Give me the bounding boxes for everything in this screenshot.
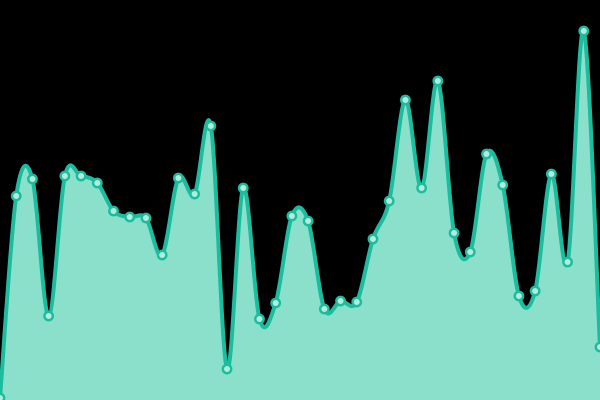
data-point-marker — [59, 170, 71, 182]
data-point-marker — [383, 195, 395, 207]
data-point-marker — [270, 297, 282, 309]
data-point-marker — [205, 120, 217, 132]
data-point-marker — [91, 177, 103, 189]
data-point-marker — [43, 310, 55, 322]
data-point-marker — [481, 148, 492, 160]
data-point-marker — [400, 94, 411, 106]
data-point-marker — [578, 25, 590, 37]
data-point-marker — [75, 170, 87, 182]
data-point-marker — [497, 179, 509, 191]
data-point-marker — [172, 172, 184, 184]
data-point-marker — [156, 249, 168, 261]
data-point-marker — [0, 392, 6, 400]
data-point-marker — [594, 341, 600, 353]
data-point-marker — [335, 295, 346, 307]
data-point-marker — [416, 182, 428, 194]
data-point-marker — [367, 233, 379, 245]
data-point-marker — [448, 227, 460, 239]
data-point-marker — [464, 246, 476, 258]
data-point-marker — [237, 182, 249, 194]
data-point-marker — [189, 188, 200, 200]
data-point-marker — [27, 173, 38, 185]
data-point-marker — [124, 211, 136, 223]
data-point-marker — [108, 205, 119, 217]
area-fill — [0, 30, 600, 400]
data-point-marker — [140, 212, 152, 224]
data-point-marker — [286, 210, 298, 222]
data-point-marker — [221, 363, 233, 375]
data-point-marker — [318, 303, 330, 315]
data-point-marker — [529, 285, 541, 297]
data-point-marker — [254, 313, 265, 325]
data-point-marker — [10, 190, 22, 202]
data-point-marker — [562, 256, 573, 268]
data-point-marker — [513, 290, 525, 302]
data-point-marker — [302, 215, 314, 227]
data-point-marker — [545, 168, 557, 180]
data-point-marker — [351, 296, 363, 308]
data-point-marker — [432, 75, 444, 87]
